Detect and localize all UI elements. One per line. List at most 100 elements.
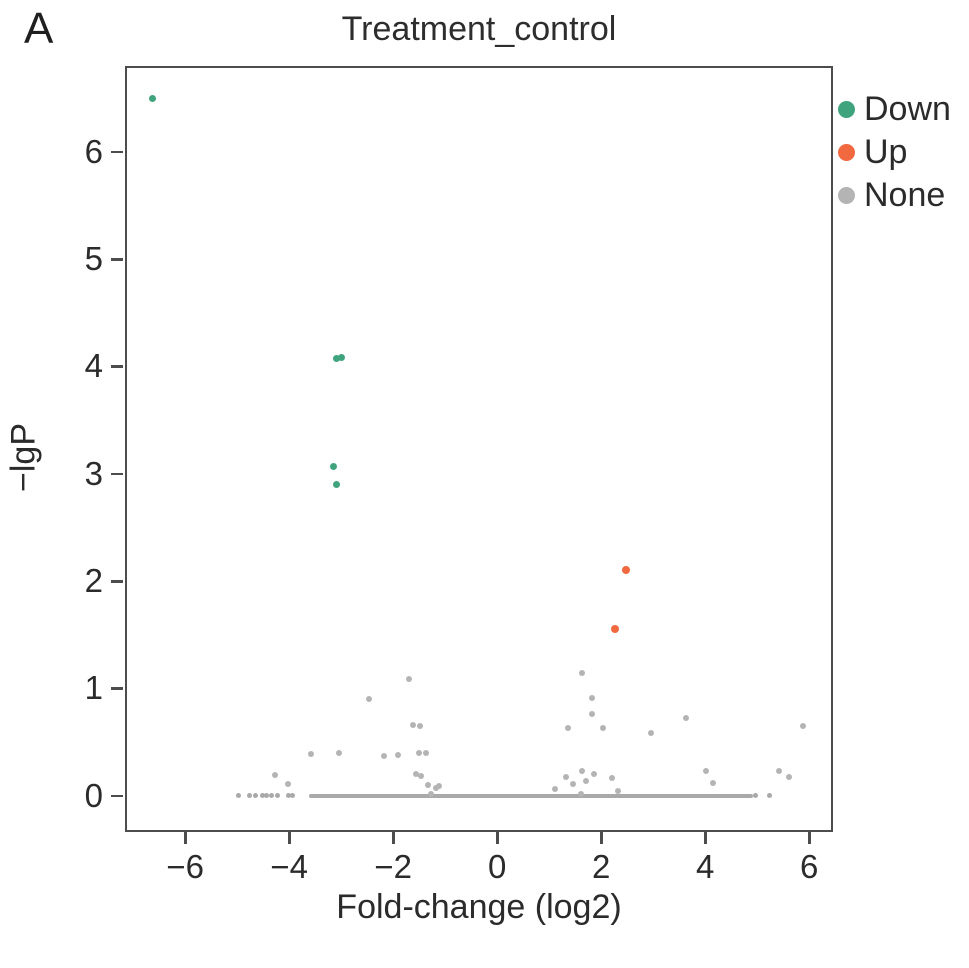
data-point-none	[395, 751, 402, 758]
x-tick-mark	[392, 832, 395, 844]
x-tick-mark	[704, 832, 707, 844]
data-point-none	[578, 767, 585, 774]
y-tick-label: 1	[84, 669, 103, 707]
legend-item-none: None	[838, 178, 951, 212]
data-point-none	[753, 793, 759, 799]
data-point-none	[565, 725, 572, 732]
data-point-none	[252, 793, 258, 799]
x-tick-mark	[288, 832, 291, 844]
y-tick-label: 3	[84, 454, 103, 492]
data-point-none	[409, 721, 416, 728]
data-point-down	[148, 94, 156, 102]
data-point-none	[416, 749, 423, 756]
data-point-none	[609, 775, 616, 782]
x-tick-label: 6	[799, 848, 819, 885]
data-point-none	[422, 749, 429, 756]
y-tick-label: 5	[84, 240, 103, 278]
baseline-dense-run	[308, 793, 753, 798]
x-tick-mark	[496, 832, 499, 844]
data-point-none	[272, 772, 279, 779]
legend-dot-icon	[838, 143, 855, 161]
y-tick-mark	[111, 580, 123, 583]
data-point-none	[432, 785, 439, 792]
data-point-none	[308, 750, 315, 757]
panel-label: A	[24, 4, 54, 53]
data-point-down	[332, 355, 340, 363]
data-point-none	[767, 793, 773, 799]
data-point-none	[380, 752, 387, 759]
x-tick-label: −4	[270, 848, 309, 885]
y-tick-mark	[111, 258, 123, 261]
data-point-none	[285, 780, 292, 787]
y-tick-mark	[111, 472, 123, 476]
y-tick-label: 4	[84, 347, 103, 385]
data-point-none	[570, 780, 577, 787]
data-point-none	[286, 793, 292, 799]
y-tick-mark	[111, 150, 123, 154]
x-tick-label: −2	[374, 848, 413, 885]
legend-dot-icon	[838, 100, 855, 118]
data-point-down	[329, 462, 337, 470]
plot-area	[125, 66, 833, 832]
data-point-none	[647, 730, 654, 737]
data-point-none	[800, 722, 807, 729]
y-tick-mark	[111, 365, 123, 368]
data-point-none	[274, 793, 280, 799]
legend-dot-icon	[838, 186, 855, 204]
y-tick-label: 6	[84, 132, 103, 170]
legend-item-down: Down	[838, 92, 951, 126]
x-axis-label: Fold-change (log2)	[336, 888, 622, 926]
data-point-none	[406, 675, 413, 682]
data-point-none	[365, 696, 372, 703]
legend-label: Down	[864, 90, 951, 128]
data-point-none	[776, 767, 782, 774]
y-tick-mark	[111, 687, 123, 690]
data-point-none	[413, 771, 420, 778]
legend: Down Up None	[838, 92, 951, 212]
legend-label: None	[864, 176, 946, 214]
data-point-none	[268, 793, 274, 799]
data-point-none	[259, 793, 265, 799]
data-point-up	[622, 566, 631, 575]
data-point-none	[709, 779, 716, 786]
data-point-none	[428, 790, 435, 797]
x-tick-label: −6	[166, 848, 205, 885]
data-point-none	[435, 782, 442, 789]
data-point-none	[589, 711, 596, 718]
x-tick-label: 4	[695, 848, 715, 885]
data-point-down	[332, 480, 340, 488]
data-point-none	[563, 774, 570, 781]
x-tick-mark	[808, 832, 811, 844]
data-point-up	[610, 625, 619, 634]
data-point-none	[417, 722, 424, 729]
data-point-none	[263, 793, 269, 799]
data-point-none	[579, 670, 586, 677]
x-tick-label: 0	[488, 848, 507, 885]
y-tick-label: 0	[84, 776, 103, 814]
data-point-none	[588, 694, 595, 701]
data-point-none	[785, 774, 792, 781]
data-point-none	[418, 773, 425, 780]
x-tick-label: 2	[591, 848, 611, 885]
data-point-none	[236, 793, 242, 799]
data-point-none	[578, 790, 585, 797]
scatter-points-layer	[127, 68, 831, 830]
y-tick-mark	[111, 794, 123, 798]
y-tick-label: 2	[84, 562, 103, 599]
data-point-none	[615, 788, 622, 795]
x-tick-mark	[184, 832, 187, 844]
data-point-none	[590, 771, 597, 778]
y-axis-label: −lgP	[4, 423, 43, 492]
data-point-none	[552, 786, 559, 793]
data-point-down	[337, 354, 345, 362]
data-point-none	[702, 767, 709, 774]
data-point-none	[247, 793, 253, 799]
data-point-none	[289, 793, 295, 799]
data-point-none	[600, 725, 607, 732]
chart-title: Treatment_control	[341, 10, 617, 48]
data-point-none	[583, 777, 590, 784]
x-tick-mark	[600, 832, 603, 844]
data-point-none	[683, 715, 690, 722]
data-point-none	[424, 781, 431, 788]
